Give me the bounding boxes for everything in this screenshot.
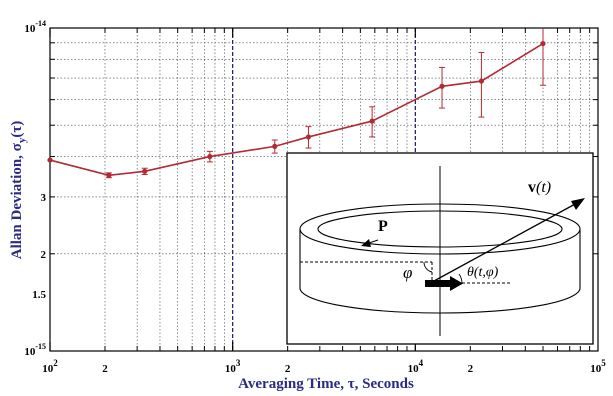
x-tick-labels: 102 2 103 2 104 2 105	[42, 358, 606, 375]
phi-label: φ	[403, 263, 412, 282]
y-tick-label-base: 1.5	[32, 289, 46, 301]
p-label: P	[378, 218, 388, 235]
theta-label: θ(t,φ)	[467, 265, 499, 280]
velocity-label: v(t)	[528, 179, 551, 196]
data-point	[272, 143, 278, 149]
y-tick-label: 1.5	[32, 289, 46, 301]
y-tick-label-base: 10	[24, 346, 36, 358]
x-tick-label-base: 2	[102, 363, 108, 375]
data-point	[478, 78, 485, 84]
ring-outer-top	[299, 203, 581, 255]
polarization-arrowhead-icon	[450, 276, 463, 291]
y-tick-label: 3	[41, 192, 47, 204]
y-tick-label: 10-14	[24, 19, 46, 35]
x-tick-label-base: 10	[42, 363, 54, 375]
inset-diagram: v(t) P φ θ(t,φ)	[286, 152, 594, 345]
data-point	[439, 83, 445, 89]
x-tick-label-exponent: 4	[419, 358, 424, 368]
x-tick-label: 105	[590, 358, 606, 375]
data-point	[47, 157, 53, 163]
x-tick-label-base: 10	[590, 363, 602, 375]
x-tick-label: 2	[102, 363, 108, 375]
y-tick-label-base: 3	[41, 192, 47, 204]
series-line	[49, 42, 544, 177]
data-point	[106, 172, 112, 178]
y-tick-label-base: 2	[41, 249, 47, 261]
x-tick-label: 104	[408, 358, 424, 375]
y-tick-label-exponent: -15	[35, 342, 46, 351]
x-tick-label-exponent: 2	[53, 358, 58, 368]
velocity-label-arg: (t)	[536, 179, 551, 196]
y-tick-label-base: 10	[24, 23, 36, 35]
velocity-label-symbol: v	[528, 179, 536, 196]
x-tick-label-base: 2	[468, 363, 474, 375]
x-tick-label: 2	[285, 363, 291, 375]
data-point	[207, 153, 213, 160]
axis-ticks	[49, 28, 598, 351]
data-point	[540, 40, 546, 47]
data-point	[142, 168, 148, 174]
y-axis-title-sub: y	[16, 137, 28, 143]
x-tick-label-exponent: 3	[236, 358, 241, 368]
x-tick-label: 102	[42, 358, 58, 375]
y-axis-title-main: Allan Deviation, σ	[9, 142, 25, 259]
x-tick-label-base: 10	[225, 363, 237, 375]
x-tick-label-exponent: 5	[601, 358, 606, 368]
x-tick-label: 2	[468, 363, 474, 375]
y-axis-title-tail: (τ)	[9, 121, 25, 138]
velocity-vector	[433, 202, 578, 282]
p-arrowhead-icon	[361, 239, 371, 247]
phi-angle-arc	[423, 261, 433, 273]
x-tick-label: 103	[225, 358, 241, 375]
plot-frame	[49, 27, 599, 352]
x-axis-title: Averaging Time, τ, Seconds	[238, 376, 414, 392]
y-tick-label: 10-15	[24, 342, 46, 358]
x-tick-label-base: 2	[285, 363, 291, 375]
velocity-arrowhead-icon	[571, 198, 585, 210]
y-tick-label-exponent: -14	[35, 19, 46, 28]
polarization-arrow-shaft	[425, 280, 451, 287]
y-tick-label: 2	[41, 249, 47, 261]
ring-cylinder-side	[299, 229, 581, 314]
data-point	[369, 118, 375, 124]
data-point	[305, 134, 312, 140]
data-series	[47, 28, 547, 179]
ring-inner-top	[317, 210, 563, 248]
x-tick-label-base: 10	[408, 363, 420, 375]
y-axis-title: Allan Deviation, σy(τ)	[9, 121, 28, 260]
